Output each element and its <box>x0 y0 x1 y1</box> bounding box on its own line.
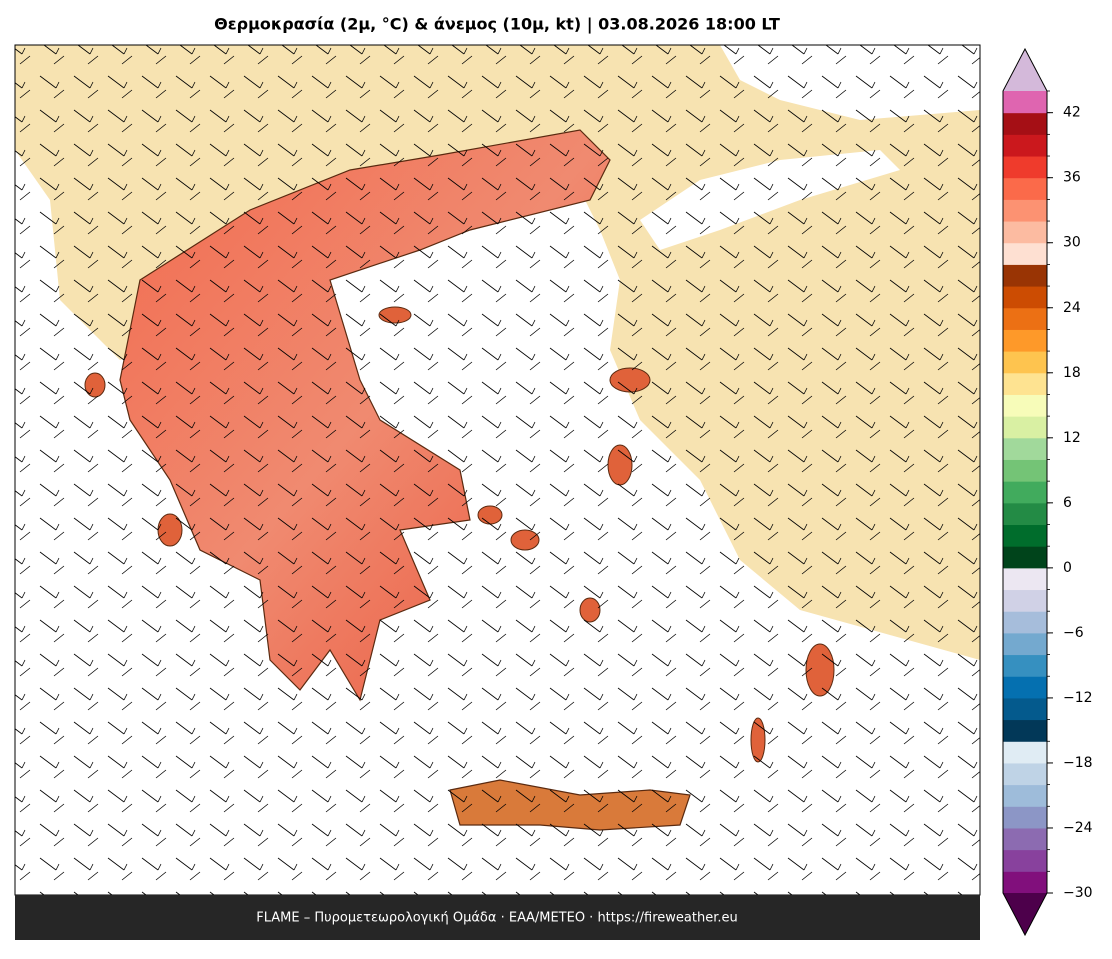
colorbar-band <box>1003 91 1047 114</box>
colorbar-band <box>1003 134 1047 157</box>
colorbar-tick-label: 36 <box>1063 170 1081 186</box>
colorbar-band <box>1003 481 1047 504</box>
colorbar-band <box>1003 437 1047 460</box>
colorbar-tick-label: −24 <box>1063 820 1093 836</box>
colorbar-band <box>1003 177 1047 200</box>
colorbar-tick-label: 0 <box>1063 560 1072 576</box>
footer-bar <box>15 895 980 940</box>
colorbar-band <box>1003 654 1047 677</box>
colorbar-tick-label: 12 <box>1063 430 1081 446</box>
colorbar-band <box>1003 221 1047 244</box>
colorbar-band <box>1003 611 1047 634</box>
colorbar-band <box>1003 199 1047 222</box>
colorbar-band <box>1003 524 1047 547</box>
map <box>14 44 981 896</box>
colorbar-band <box>1003 112 1047 135</box>
colorbar-over <box>1003 49 1047 91</box>
colorbar-band <box>1003 567 1047 591</box>
colorbar-band <box>1003 459 1047 482</box>
footer-text: FLAME – Πυρομετεωρολογική Ομάδα · ΕΑΑ/ME… <box>256 911 738 926</box>
colorbar-band <box>1003 156 1047 179</box>
colorbar-band <box>1003 416 1047 439</box>
colorbar-band <box>1003 589 1047 612</box>
colorbar-band <box>1003 351 1047 374</box>
colorbar-band <box>1003 719 1047 742</box>
wind-barbs <box>15 45 980 895</box>
colorbar-band <box>1003 502 1047 526</box>
colorbar-band <box>1003 546 1047 569</box>
colorbar-band <box>1003 242 1047 265</box>
colorbar-band <box>1003 827 1047 851</box>
colorbar-band <box>1003 329 1047 352</box>
colorbar-band <box>1003 762 1047 786</box>
colorbar: −30 −24 −18 −12 −6 0 6 12 18 24 30 36 42 <box>1002 47 1093 937</box>
colorbar-band <box>1003 394 1047 417</box>
colorbar-band <box>1003 871 1047 894</box>
colorbar-band <box>1003 806 1047 829</box>
colorbar-tick-label: −12 <box>1063 690 1093 706</box>
colorbar-tick-label: 42 <box>1063 105 1081 121</box>
colorbar-band <box>1003 784 1047 807</box>
map-title: Θερμοκρασία (2μ, °C) & άνεμος (10μ, kt) … <box>214 15 780 35</box>
colorbar-band <box>1003 286 1047 309</box>
colorbar-band <box>1003 264 1047 287</box>
colorbar-tick-label: −30 <box>1063 885 1093 901</box>
colorbar-tick-label: 18 <box>1063 365 1081 381</box>
colorbar-tick-label: −6 <box>1063 625 1084 641</box>
colorbar-tick-label: 30 <box>1063 235 1081 251</box>
colorbar-tick-label: 6 <box>1063 495 1072 511</box>
colorbar-tick-label: −18 <box>1063 755 1093 771</box>
colorbar-tick-label: 24 <box>1063 300 1081 316</box>
colorbar-band <box>1003 849 1047 872</box>
colorbar-under <box>1003 893 1047 935</box>
colorbar-band <box>1003 307 1047 330</box>
colorbar-band <box>1003 741 1047 764</box>
colorbar-band <box>1003 676 1047 699</box>
colorbar-band <box>1003 632 1047 656</box>
colorbar-band <box>1003 372 1047 395</box>
colorbar-band <box>1003 697 1047 721</box>
